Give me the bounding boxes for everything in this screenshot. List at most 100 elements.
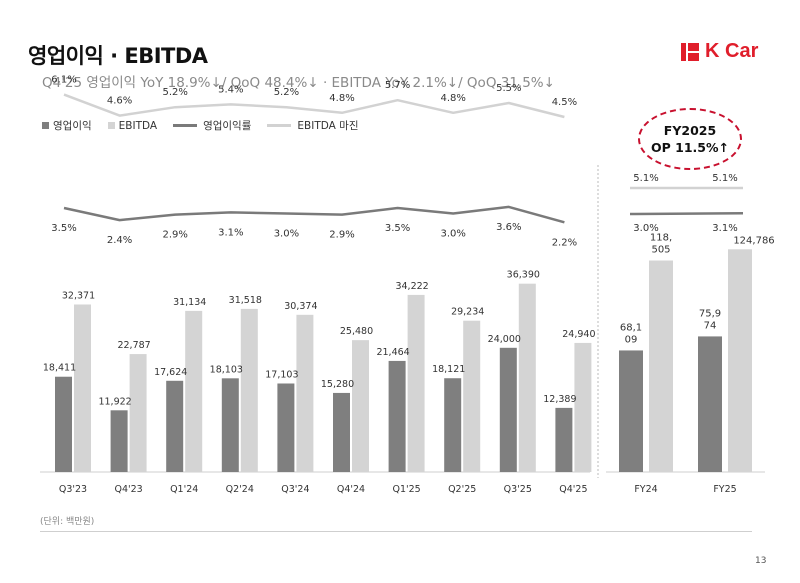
ebitda-bar-label: 32,371	[62, 290, 95, 301]
op-bar	[555, 407, 573, 472]
op-bar-label: 18,121	[432, 364, 465, 375]
ebitda-bar-label: 31,134	[173, 297, 206, 308]
op-margin-label: 3.0%	[440, 229, 465, 240]
op-margin-label: 2.2%	[552, 237, 577, 248]
footer-divider	[40, 531, 752, 532]
x-tick-label: Q3'24	[281, 484, 309, 495]
op-bar	[55, 376, 72, 472]
op-margin-label: 2.4%	[107, 235, 132, 246]
op-bar-label: 24,000	[488, 334, 521, 345]
op-bar-label: 17,103	[265, 369, 298, 380]
fy-op-margin-label: 3.1%	[712, 223, 737, 234]
op-bar-label: 21,464	[376, 347, 409, 358]
legend-label-ebitda: EBITDA	[118, 119, 158, 132]
ebitda-margin-line	[63, 93, 565, 119]
fy-ebitda-bar-label: 505	[651, 245, 670, 256]
x-tick-label: Q4'24	[337, 484, 365, 495]
op-margin-label: 3.1%	[218, 227, 243, 238]
op-bar	[110, 410, 128, 472]
legend-swatch-op-margin	[173, 124, 198, 127]
op-bar	[444, 378, 462, 472]
fy-ebitda-bar-label: 118,	[650, 233, 672, 244]
legend-label-op-margin: 영업이익률	[203, 120, 252, 132]
ebitda-bar	[129, 354, 147, 472]
ebitda-bar-label: 25,480	[340, 326, 373, 337]
ebitda-bar	[463, 320, 481, 472]
fy-op-bar-label: 74	[704, 320, 717, 331]
fy-op-margin-label: 3.0%	[633, 223, 658, 234]
chart-legend: 영업이익 EBITDA 영업이익률 EBITDA 마진	[42, 118, 374, 133]
op-bar-label: 18,411	[43, 363, 76, 374]
legend-item-ebitda: EBITDA	[107, 119, 158, 132]
legend-label-op: 영업이익	[53, 120, 92, 132]
page-title: 영업이익 · EBITDA	[28, 44, 208, 68]
ebitda-margin-label: 5.5%	[496, 83, 521, 94]
legend-item-op-margin: 영업이익률	[173, 118, 251, 133]
fy2025-highlight-badge: FY2025 OP 11.5%↑	[638, 108, 742, 170]
x-tick-label: Q2'25	[448, 484, 476, 495]
kcar-logo-icon	[681, 42, 699, 61]
fy-op-bar	[619, 350, 643, 472]
op-bar	[277, 383, 295, 472]
op-bar-label: 11,922	[98, 396, 131, 407]
ebitda-margin-label: 4.8%	[329, 93, 354, 104]
op-bar-label: 18,103	[210, 364, 243, 375]
ebitda-bar	[296, 314, 314, 472]
ebitda-margin-label: 5.2%	[274, 87, 299, 98]
x-tick-label: Q4'25	[559, 484, 587, 495]
fy-x-tick-label: FY25	[713, 484, 736, 495]
ebitda-margin-label: 6.1%	[51, 75, 76, 86]
op-margin-label: 3.0%	[274, 229, 299, 240]
op-bar	[166, 380, 184, 472]
x-tick-label: Q3'23	[59, 484, 87, 495]
fy-ebitda-bar	[728, 249, 752, 472]
ebitda-bar	[185, 310, 203, 472]
x-tick-label: Q1'24	[170, 484, 198, 495]
ebitda-bar	[352, 340, 369, 472]
fy-op-bar	[698, 336, 722, 472]
ebitda-bar	[240, 308, 258, 472]
fy-op-bar-label: 75,9	[699, 308, 721, 319]
fy-op-margin-line	[629, 211, 744, 216]
ebitda-bar-label: 34,222	[395, 281, 428, 292]
ebitda-bar-label: 22,787	[117, 340, 150, 351]
ebitda-bar-label: 29,234	[451, 307, 484, 318]
page-subtitle: Q4'25 영업이익 YoY 18.9%↓/ QoQ 48.4%↓ · EBIT…	[42, 75, 555, 91]
ebitda-bar-label: 36,390	[507, 270, 540, 281]
op-bar	[499, 347, 517, 472]
op-bar-label: 17,624	[154, 367, 187, 378]
fy-badge-line2: OP 11.5%↑	[651, 140, 729, 155]
fy-op-bar-label: 09	[625, 334, 638, 345]
legend-swatch-ebitda	[107, 122, 115, 129]
x-tick-label: Q1'25	[392, 484, 420, 495]
x-tick-label: Q4'23	[114, 484, 142, 495]
ebitda-bar	[407, 294, 425, 472]
ebitda-margin-label: 4.8%	[440, 93, 465, 104]
op-bar-label: 12,389	[543, 394, 576, 405]
op-margin-line	[63, 205, 565, 224]
legend-item-ebitda-margin: EBITDA 마진	[267, 118, 358, 133]
ebitda-bar	[574, 342, 592, 472]
fy-badge-line1: FY2025	[663, 123, 717, 138]
ebitda-margin-label: 5.7%	[385, 80, 410, 91]
unit-note: (단위: 백만원)	[40, 517, 95, 527]
fy-ebitda-bar	[649, 260, 673, 472]
op-margin-label: 3.5%	[385, 223, 410, 234]
legend-item-op: 영업이익	[42, 118, 92, 133]
fy-ebitda-bar-label: 124,786	[733, 235, 774, 246]
op-margin-label: 2.9%	[162, 230, 187, 241]
fy-ebitda-margin-label: 5.1%	[712, 173, 737, 184]
ebitda-bar	[518, 283, 536, 472]
op-bar	[388, 360, 406, 472]
page-number: 13	[755, 556, 767, 566]
op-bar	[221, 378, 239, 472]
ebitda-margin-label: 4.6%	[107, 96, 132, 107]
fy-x-tick-label: FY24	[634, 484, 657, 495]
op-bar-label: 15,280	[321, 379, 354, 390]
ebitda-bar	[74, 304, 91, 472]
ebitda-bar-label: 30,374	[284, 301, 317, 312]
ebitda-margin-label: 5.2%	[162, 87, 187, 98]
op-margin-label: 2.9%	[329, 230, 354, 241]
ebitda-margin-label: 4.5%	[552, 97, 577, 108]
